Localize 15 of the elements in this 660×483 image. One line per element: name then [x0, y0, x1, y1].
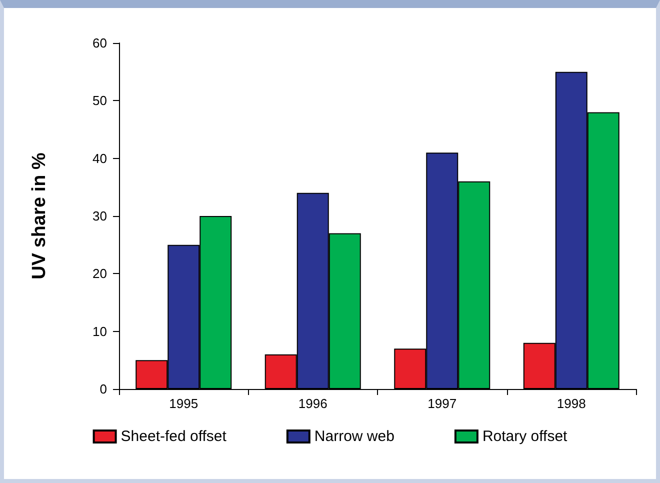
legend-label: Rotary offset	[482, 428, 568, 445]
y-tick-label: 50	[92, 93, 107, 108]
legend-label: Sheet-fed offset	[120, 428, 228, 445]
y-tick-label: 30	[92, 208, 107, 224]
legend-label: Narrow web	[314, 428, 394, 445]
x-tick-label: 1995	[169, 396, 198, 411]
x-tick-label: 1998	[556, 396, 586, 411]
y-tick-label: 60	[92, 36, 107, 50]
y-tick-label: 0	[100, 382, 107, 396]
y-axis-title: UV share in %	[29, 152, 50, 280]
y-tick-label: 10	[92, 324, 107, 339]
x-tick-label: 1997	[428, 396, 457, 411]
x-tick-label: 1996	[298, 396, 328, 411]
y-tick-label: 40	[92, 150, 107, 166]
y-tick-label: 20	[92, 266, 107, 282]
